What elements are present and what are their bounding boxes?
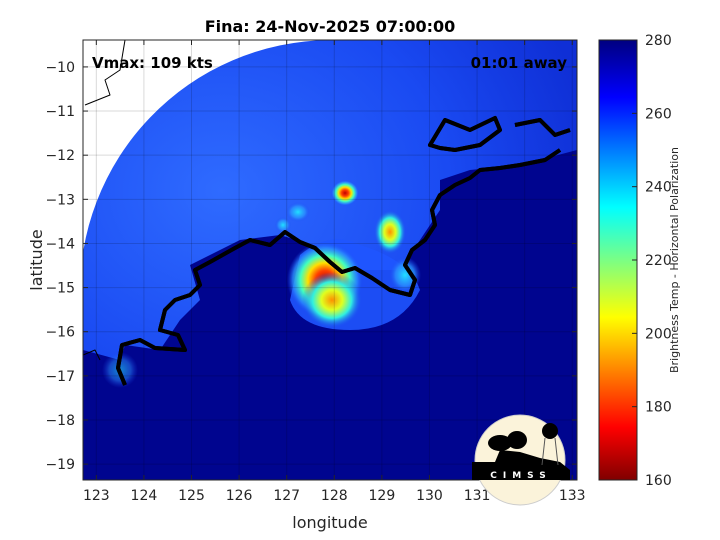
colorbar-tick-label: 160 bbox=[645, 473, 672, 489]
x-tick-label: 129 bbox=[369, 488, 396, 504]
x-tick-label: 133 bbox=[559, 488, 586, 504]
y-tick-label: −17 bbox=[45, 369, 75, 385]
colorbar-tick-label: 200 bbox=[645, 326, 672, 342]
y-tick-label: −15 bbox=[45, 281, 75, 297]
colorbar-tick-label: 280 bbox=[645, 33, 672, 49]
x-axis-label: longitude bbox=[292, 513, 367, 532]
x-tick-label: 124 bbox=[131, 488, 158, 504]
y-tick-label: −11 bbox=[45, 104, 75, 120]
chart-title: Fina: 24-Nov-2025 07:00:00 bbox=[205, 17, 456, 36]
logo-text: CIMSS bbox=[490, 471, 551, 481]
colorbar-tick-label: 240 bbox=[645, 180, 672, 196]
x-axis: 123124125126127128129130131132133 bbox=[83, 40, 586, 504]
x-tick-label: 130 bbox=[416, 488, 443, 504]
y-tick-label: −16 bbox=[45, 325, 75, 341]
x-tick-label: 131 bbox=[464, 488, 491, 504]
colorbar-tick-label: 220 bbox=[645, 253, 672, 269]
vmax-annotation: Vmax: 109 kts bbox=[92, 54, 213, 72]
cimss-logo: CIMSS bbox=[472, 414, 570, 506]
colorbar-tick-label: 180 bbox=[645, 400, 672, 416]
colorbar-ticks: 160 180 200 220 240 260 280 bbox=[632, 33, 672, 489]
x-tick-label: 123 bbox=[83, 488, 110, 504]
y-tick-label: −12 bbox=[45, 148, 75, 164]
y-axis: −10 −11 −12 −13 −14 −15 −16 −17 −18 −19 bbox=[45, 60, 577, 473]
axes-box bbox=[82, 39, 578, 481]
x-tick-label: 128 bbox=[321, 488, 348, 504]
y-tick-label: −14 bbox=[45, 236, 75, 252]
y-tick-label: −13 bbox=[45, 192, 75, 208]
y-tick-label: −10 bbox=[45, 60, 75, 76]
x-tick-label: 125 bbox=[178, 488, 205, 504]
colorbar-tick-label: 260 bbox=[645, 106, 672, 122]
grid bbox=[83, 40, 577, 480]
coastline bbox=[83, 40, 572, 387]
convection-north bbox=[331, 180, 359, 206]
x-tick-label: 127 bbox=[273, 488, 300, 504]
x-tick-label: 126 bbox=[226, 488, 253, 504]
colorbar-label: Brightness Temp - Horizontal Polarizatio… bbox=[668, 147, 681, 373]
y-tick-label: −19 bbox=[45, 457, 75, 473]
y-axis-label: latitude bbox=[27, 229, 46, 290]
time-away-annotation: 01:01 away bbox=[471, 54, 568, 72]
colorbar bbox=[598, 39, 638, 481]
y-tick-label: −18 bbox=[45, 413, 75, 429]
convection-east bbox=[374, 210, 406, 254]
